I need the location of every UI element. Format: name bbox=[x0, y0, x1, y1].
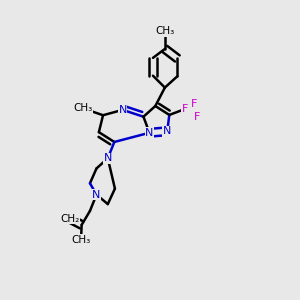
Text: CH₃: CH₃ bbox=[71, 235, 91, 245]
Text: CH₃: CH₃ bbox=[155, 26, 175, 36]
Text: N: N bbox=[163, 126, 171, 136]
Text: N: N bbox=[145, 128, 154, 138]
Text: F: F bbox=[191, 99, 197, 109]
Text: N: N bbox=[118, 105, 127, 115]
Text: F: F bbox=[194, 112, 201, 122]
Text: CH₂: CH₂ bbox=[61, 214, 80, 224]
Text: N: N bbox=[92, 190, 101, 200]
Text: CH₃: CH₃ bbox=[74, 103, 93, 113]
Text: N: N bbox=[103, 153, 112, 163]
Text: F: F bbox=[182, 104, 188, 114]
